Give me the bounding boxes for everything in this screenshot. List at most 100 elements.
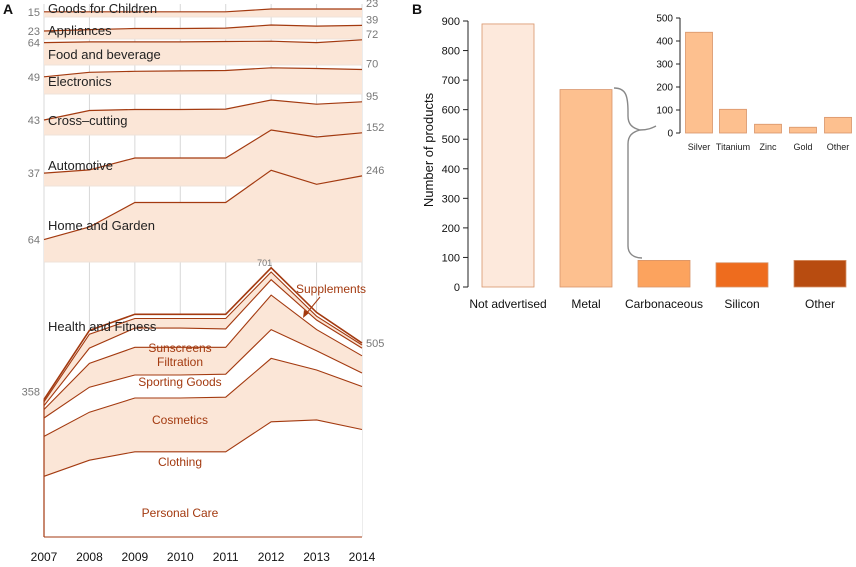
start-label-health-and-fitness: 358: [22, 387, 40, 399]
bar-silicon: [715, 262, 769, 288]
bar-not-advertised: [481, 23, 535, 288]
inset-y-tick-label-400: 400: [656, 37, 673, 48]
inset-bar-titanium: [719, 108, 747, 134]
panel-a-streamgraph: 2007 2008 2009 2010 2011 2012 2013 2014 15 23 Good…: [22, 0, 385, 564]
bar-other: [793, 259, 847, 288]
band-area-food-and-beverage: [44, 39, 362, 65]
end-label-cross-cutting: 95: [366, 91, 378, 103]
y-tick-label-300: 300: [442, 193, 460, 205]
band-area-electronics: [44, 67, 362, 94]
end-label-electronics: 70: [366, 59, 378, 71]
year-label-2007: 2007: [31, 550, 58, 564]
hf-label-supplements: Supplements: [296, 282, 366, 296]
band-line-home-and-garden: [43, 169, 363, 241]
category-label-health-and-fitness: Health and Fitness: [48, 319, 157, 334]
y-tick-label-600: 600: [442, 105, 460, 117]
y-tick-label-700: 700: [442, 75, 460, 87]
y-tick-label-200: 200: [442, 223, 460, 235]
inset-y-tick-label-200: 200: [656, 83, 673, 94]
year-label-2008: 2008: [76, 550, 103, 564]
band-line-food-and-beverage: [43, 39, 363, 44]
band-line-cross-cutting: [43, 99, 363, 121]
year-label-2012: 2012: [258, 550, 285, 564]
inset-bar-label-gold: Gold: [793, 142, 812, 152]
inset-y-tick-label-100: 100: [656, 106, 673, 117]
band-area-appliances: [44, 25, 362, 39]
hf-label-cosmetics: Cosmetics: [152, 413, 208, 427]
inset-bar-label-zinc: Zinc: [759, 142, 777, 152]
hf-line-sunscreens: [43, 271, 363, 403]
bar-carbonaceous: [637, 259, 691, 288]
inset-bar-zinc: [754, 123, 782, 134]
bar-metal: [559, 89, 613, 288]
bar-label-silicon: Silicon: [724, 297, 759, 311]
y-tick-label-500: 500: [442, 134, 460, 146]
category-label-home-and-garden: Home and Garden: [48, 218, 155, 233]
supplements-arrow-head: [303, 310, 309, 318]
metal-brace: [613, 87, 643, 259]
hf-label-clothing: Clothing: [158, 455, 202, 469]
y-tick-label-100: 100: [442, 252, 460, 264]
inset-bar-silver: [685, 31, 713, 134]
category-label-cross-cutting: Cross–cutting: [48, 113, 127, 128]
inset-y-tick-label-0: 0: [667, 129, 673, 140]
inset-bar-label-silver: Silver: [688, 142, 711, 152]
band-line-goods-for-children: [44, 8, 362, 13]
inset-y-tick-label-300: 300: [656, 60, 673, 71]
hf-label-sunscreens: Sunscreens: [148, 341, 211, 355]
category-label-goods-for-children: Goods for Children: [48, 1, 157, 16]
supplements-arrow-line: [305, 296, 321, 315]
hf-area-sporting-goods: [44, 295, 362, 418]
band-line-appliances: [43, 24, 363, 32]
inset-bar-other: [824, 116, 852, 134]
band-area-home-and-garden: [44, 170, 362, 262]
year-label-2010: 2010: [167, 550, 194, 564]
end-label-home-and-garden: 246: [366, 165, 384, 177]
y-axis-title: Number of products: [421, 92, 436, 207]
hf-line-filtration: [43, 278, 363, 407]
brace-link-to-inset: [639, 125, 657, 131]
bar-label-metal: Metal: [571, 297, 600, 311]
panel-b-inset-bar-chart: 0 100 200 300 400 500 Silver Titanium Zinc Gold Ot…: [656, 14, 852, 152]
hf-area-filtration: [44, 279, 362, 410]
end-label-health-and-fitness: 505: [366, 338, 384, 350]
hf-line-supplements: [43, 266, 363, 400]
hf-line-personal-care: [43, 419, 363, 477]
y-tick-label-800: 800: [442, 46, 460, 58]
panel-b-label: B: [412, 1, 422, 17]
hf-label-personal-care: Personal Care: [142, 506, 219, 520]
start-label-cross-cutting: 43: [28, 115, 40, 127]
hf-line-clothing: [43, 357, 363, 437]
hf-label-sporting-goods: Sporting Goods: [138, 375, 221, 389]
bar-label-carbonaceous: Carbonaceous: [625, 297, 703, 311]
inset-bar-label-other: Other: [827, 142, 850, 152]
hf-area-clothing: [44, 358, 362, 477]
category-label-appliances: Appliances: [48, 23, 112, 38]
hf-area-personal-care: [44, 419, 362, 537]
panel-b-bar-chart: 0 100 200 300 400 500 600 700 800 900 Number of pr…: [421, 16, 847, 311]
inset-y-tick-label-500: 500: [656, 14, 673, 25]
bar-label-other: Other: [805, 297, 835, 311]
bar-label-not-advertised: Not advertised: [469, 297, 546, 311]
end-label-goods-for-children: 23: [366, 0, 378, 10]
hf-line-cosmetics: [43, 328, 363, 419]
band-line-electronics: [43, 67, 363, 78]
year-label-2011: 2011: [213, 550, 239, 564]
end-label-appliances: 39: [366, 14, 378, 26]
peak-label-health-and-fitness: 701: [257, 258, 272, 268]
year-label-2009: 2009: [122, 550, 149, 564]
band-area-cross-cutting: [44, 100, 362, 135]
start-label-food-and-beverage: 64: [28, 38, 40, 50]
start-label-automotive: 37: [28, 168, 40, 180]
y-tick-label-900: 900: [442, 16, 460, 28]
year-label-2013: 2013: [303, 550, 330, 564]
end-label-food-and-beverage: 72: [366, 29, 378, 41]
inset-bar-label-titanium: Titanium: [716, 142, 750, 152]
band-area-goods-for-children: [44, 9, 362, 17]
category-label-automotive: Automotive: [48, 158, 113, 173]
hf-area-cosmetics: [44, 329, 362, 437]
band-line-automotive: [43, 129, 363, 174]
start-label-appliances: 23: [28, 26, 40, 38]
hf-area-sunscreens: [44, 272, 362, 406]
